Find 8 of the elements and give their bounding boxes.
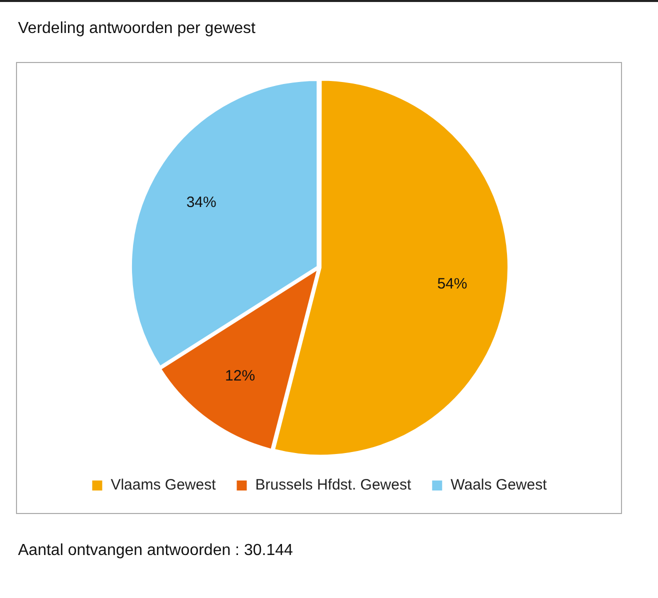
legend-label: Brussels Hfdst. Gewest — [255, 476, 412, 494]
text: Aantal ontvangen antwoorden : 30.144 — [18, 542, 293, 560]
data-label: 54% — [437, 275, 468, 292]
chart-title: Verdeling antwoorden per gewest — [18, 20, 256, 38]
legend-label: Vlaams Gewest — [110, 476, 217, 494]
data-label: 12% — [225, 367, 256, 384]
data-label: 34% — [186, 194, 216, 211]
legend-label: Waals Gewest — [450, 476, 548, 494]
